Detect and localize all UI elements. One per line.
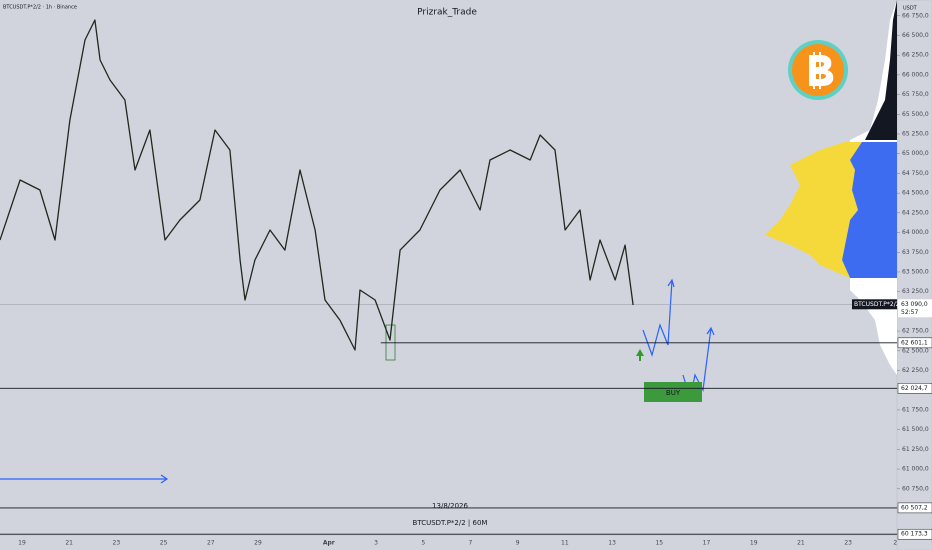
- x-tick-label: 17: [703, 540, 711, 547]
- symbol-tag: [852, 299, 897, 310]
- level-label: 62 601,1: [901, 339, 928, 346]
- y-tick-label: 61 750,0: [902, 406, 929, 413]
- y-tick-label: 64 500,0: [902, 190, 929, 197]
- x-tick-label: 21: [65, 540, 73, 547]
- level-label: 60 507,2: [901, 504, 928, 511]
- currency: USDT: [903, 6, 918, 12]
- x-tick-label: 3: [374, 540, 378, 547]
- price-line: [0, 19, 634, 351]
- level-tag: [897, 528, 932, 540]
- buy-label: BUY: [666, 389, 681, 397]
- x-tick-label: 27: [207, 540, 215, 547]
- x-tick-label: 5: [421, 540, 425, 547]
- price-axis: [896, 0, 932, 550]
- symbol-label: BTCUSDT.P*2/2: [854, 301, 900, 308]
- y-tick-label: 64 000,0: [902, 229, 929, 236]
- y-tick-label: 62 500,0: [902, 347, 929, 354]
- price-tag: [898, 299, 932, 318]
- y-tick-label: 61 000,0: [902, 466, 929, 473]
- volume-profile: [842, 142, 897, 278]
- y-tick-label: 66 500,0: [902, 32, 929, 39]
- y-tick-label: 65 750,0: [902, 91, 929, 98]
- y-tick-label: 63 500,0: [902, 268, 929, 275]
- y-tick-label: 60 750,0: [902, 485, 929, 492]
- x-tick-label: 25: [160, 540, 168, 547]
- x-tick-label: 15: [655, 540, 663, 547]
- level-tag: [897, 383, 932, 394]
- x-tick-label: 11: [561, 540, 569, 547]
- x-tick-label: 23: [113, 540, 121, 547]
- author: Prizrak_Trade: [417, 8, 477, 18]
- x-tick-label: 9: [516, 540, 520, 547]
- y-tick-label: 63 250,0: [902, 288, 929, 295]
- y-tick-label: 62 250,0: [902, 367, 929, 374]
- countdown: 52:57: [901, 309, 918, 316]
- symbol-info: BTCUSDT.P*2/2 · 1h · Binance: [3, 5, 77, 11]
- x-tick-label: 19: [18, 540, 26, 547]
- level-tag: [897, 502, 932, 514]
- y-tick-label: 66 250,0: [902, 52, 929, 59]
- buy-box: [644, 382, 702, 402]
- date-label: 13/8/2026: [432, 502, 468, 510]
- y-tick-label: 65 500,0: [902, 111, 929, 118]
- x-tick-label: 13: [608, 540, 616, 547]
- volume-profile: [765, 142, 862, 278]
- x-tick-label: 7: [469, 540, 473, 547]
- y-tick-label: 65 000,0: [902, 150, 929, 157]
- y-tick-label: 64 750,0: [902, 170, 929, 177]
- y-tick-label: 61 500,0: [902, 426, 929, 433]
- y-tick-label: 63 750,0: [902, 249, 929, 256]
- level-label: 60 173,3: [901, 531, 928, 538]
- level-label: 62 024,7: [901, 385, 928, 392]
- y-tick-label: 66 750,0: [902, 12, 929, 19]
- volume-profile: [865, 0, 897, 140]
- price-label: 63 090,0: [901, 301, 928, 308]
- y-tick-label: 61 250,0: [902, 446, 929, 453]
- y-tick-label: 66 000,0: [902, 71, 929, 78]
- x-tick-label: 19: [750, 540, 758, 547]
- y-tick-label: 62 750,0: [902, 328, 929, 335]
- x-tick-label: 23: [844, 540, 852, 547]
- level-tag: [897, 337, 932, 349]
- footer-label: BTCUSDT.P*2/2 | 60M: [413, 519, 488, 527]
- x-tick-label: 2: [893, 540, 897, 547]
- logo: [809, 52, 834, 89]
- x-tick-label: 29: [254, 540, 262, 547]
- y-tick-label: 64 250,0: [902, 209, 929, 216]
- x-tick-label: Apr: [323, 540, 335, 547]
- y-tick-label: 65 250,0: [902, 131, 929, 138]
- x-tick-label: 21: [797, 540, 805, 547]
- arrow: [636, 349, 644, 361]
